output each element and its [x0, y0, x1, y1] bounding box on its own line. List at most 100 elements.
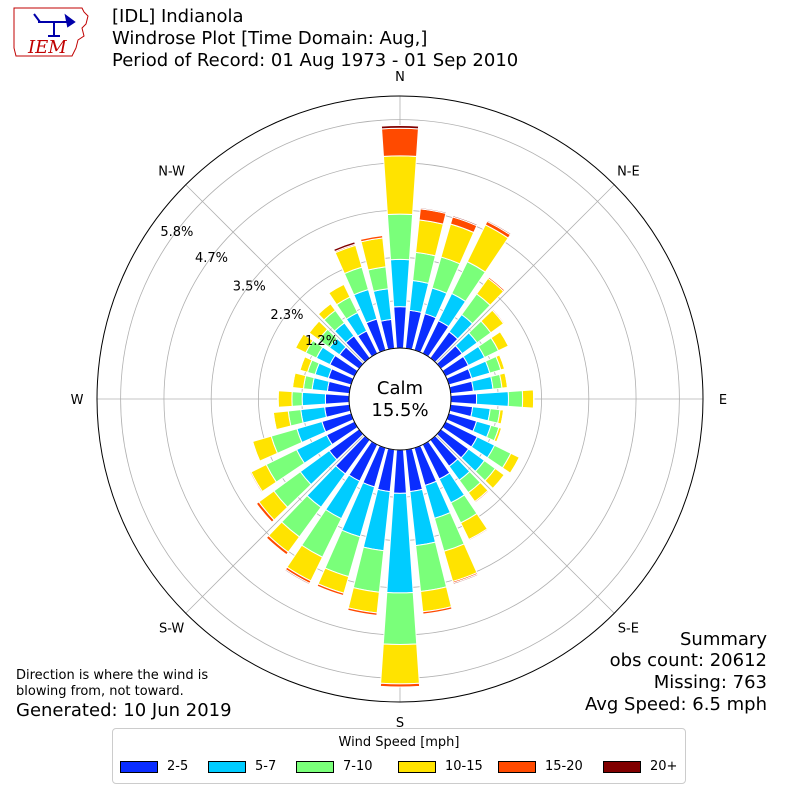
- direction-note-line1: Direction is where the wind is: [16, 668, 209, 683]
- legend-label: 2-5: [167, 759, 189, 774]
- summary-title: Summary: [680, 629, 767, 650]
- windrose-bar-segment: [422, 606, 453, 615]
- direction-label: S-W: [159, 621, 184, 636]
- calm-value: 15.5%: [371, 400, 428, 421]
- windrose-bar-segment: [486, 219, 512, 236]
- direction-label: S-E: [618, 621, 639, 636]
- radial-tick-label: 1.2%: [305, 334, 338, 349]
- windrose-bar-segment: [381, 127, 419, 157]
- windrose-bar-segment: [277, 390, 279, 408]
- windrose-bar-segment: [389, 258, 411, 308]
- windrose-bar-segment: [499, 353, 507, 370]
- legend-swatch: [208, 761, 246, 773]
- spoke-line: [435, 184, 615, 364]
- direction-label: N-E: [617, 165, 640, 180]
- summary-missing: Missing: 763: [653, 672, 767, 693]
- windrose-bar-segment: [382, 155, 418, 216]
- windrose-bar-segment: [499, 330, 510, 347]
- windrose-bar-segment: [451, 215, 478, 227]
- windrose-bar-segment: [532, 389, 535, 409]
- windrose-bar-segment: [347, 607, 378, 616]
- generated-date: Generated: 10 Jun 2019: [16, 700, 232, 721]
- windrose-bar-segment: [316, 302, 332, 315]
- legend-title: Wind Speed [mph]: [338, 735, 460, 750]
- direction-note-line2: blowing from, not toward.: [16, 684, 184, 699]
- direction-label: E: [719, 393, 727, 408]
- windrose-bar-segment: [492, 474, 506, 490]
- direction-label: S: [396, 716, 404, 731]
- windrose-bar-segment: [492, 308, 506, 324]
- windrose-bar-segment: [301, 391, 327, 407]
- legend-swatch: [120, 761, 158, 773]
- windrose-bar-segment: [450, 393, 478, 405]
- windrose-bar-segment: [291, 372, 296, 389]
- spoke-line: [435, 434, 615, 614]
- windrose-bar-segment: [496, 427, 503, 443]
- plot-title: Windrose Plot [Time Domain: Aug,]: [112, 28, 428, 49]
- windrose-bar-segment: [382, 591, 418, 646]
- radial-tick-label: 4.7%: [195, 251, 228, 266]
- windrose-bars: [248, 125, 535, 688]
- windrose-bar-segment: [272, 411, 277, 431]
- windrose-bar-segment: [393, 306, 407, 349]
- windrose-bar-segment: [500, 409, 505, 425]
- windrose-bar-segment: [509, 456, 521, 475]
- windrose-bar-segment: [333, 241, 356, 253]
- legend-label: 7-10: [343, 759, 373, 774]
- windrose-bar-segment: [452, 573, 479, 585]
- radial-tick-label: 3.5%: [233, 279, 266, 294]
- direction-label: W: [71, 393, 84, 408]
- windrose-bar-segment: [265, 537, 288, 556]
- windrose-bar-segment: [380, 125, 420, 130]
- windrose-bar-segment: [386, 492, 414, 594]
- windrose-bar-segment: [393, 449, 407, 494]
- direction-label: N: [395, 70, 405, 85]
- windrose-bar-segment: [367, 266, 389, 293]
- windrose-bar-segment: [248, 471, 262, 494]
- windrose-bar-segment: [291, 391, 303, 407]
- windrose-bar-segment: [311, 377, 330, 392]
- windrose-bar-segment: [316, 583, 345, 597]
- windrose-bar-segment: [471, 375, 494, 392]
- windrose-bar-segment: [468, 529, 489, 542]
- radial-tick-label: 2.3%: [270, 308, 303, 323]
- windrose-bar-segment: [294, 333, 305, 349]
- speed-legend: Wind Speed [mph] 2-5 5-7 7-10 10-15 15-2…: [112, 728, 686, 784]
- windrose-bar-segment: [470, 406, 491, 422]
- windrose-bar-segment: [324, 393, 350, 405]
- windrose-bar-segment: [250, 441, 260, 463]
- iowa-state-outline: [13, 7, 89, 57]
- summary-obs-count: obs count: 20612: [609, 650, 767, 671]
- calm-label: Calm: [377, 378, 423, 399]
- legend-label: 10-15: [445, 759, 483, 774]
- summary-avg-speed: Avg Speed: 6.5 mph: [585, 694, 767, 715]
- windrose-bar-segment: [380, 643, 420, 685]
- direction-label: N-W: [158, 165, 185, 180]
- windrose-bar-segment: [379, 682, 421, 688]
- windrose-bar-segment: [415, 541, 448, 592]
- period-of-record: Period of Record: 01 Aug 1973 - 01 Sep 2…: [112, 50, 519, 71]
- legend-label: 15-20: [545, 759, 583, 774]
- windrose-bar-segment: [308, 320, 320, 334]
- windrose-bar-segment: [300, 406, 328, 424]
- windrose-bar-segment: [360, 237, 387, 271]
- windrose-bar-segment: [415, 219, 444, 257]
- legend-swatch: [296, 761, 334, 773]
- windrose-bar-segment: [412, 251, 437, 284]
- legend-swatch: [398, 761, 436, 773]
- windrose-bar-segment: [255, 503, 273, 524]
- spoke-line: [185, 434, 365, 614]
- station-title: [IDL] Indianola: [112, 6, 244, 27]
- windrose-bar-segment: [474, 489, 490, 504]
- windrose-bar-segment: [488, 275, 506, 291]
- legend-swatch: [603, 761, 641, 773]
- weather-station-icon: [33, 13, 76, 37]
- windrose-bar-segment: [327, 282, 345, 293]
- windrose-bar-segment: [504, 372, 509, 389]
- iem-logo: IEM: [13, 7, 89, 58]
- spoke-line: [185, 184, 365, 364]
- windrose-bar-segment: [352, 546, 385, 593]
- logo-text: IEM: [27, 37, 67, 58]
- windrose-bar-segment: [521, 389, 535, 409]
